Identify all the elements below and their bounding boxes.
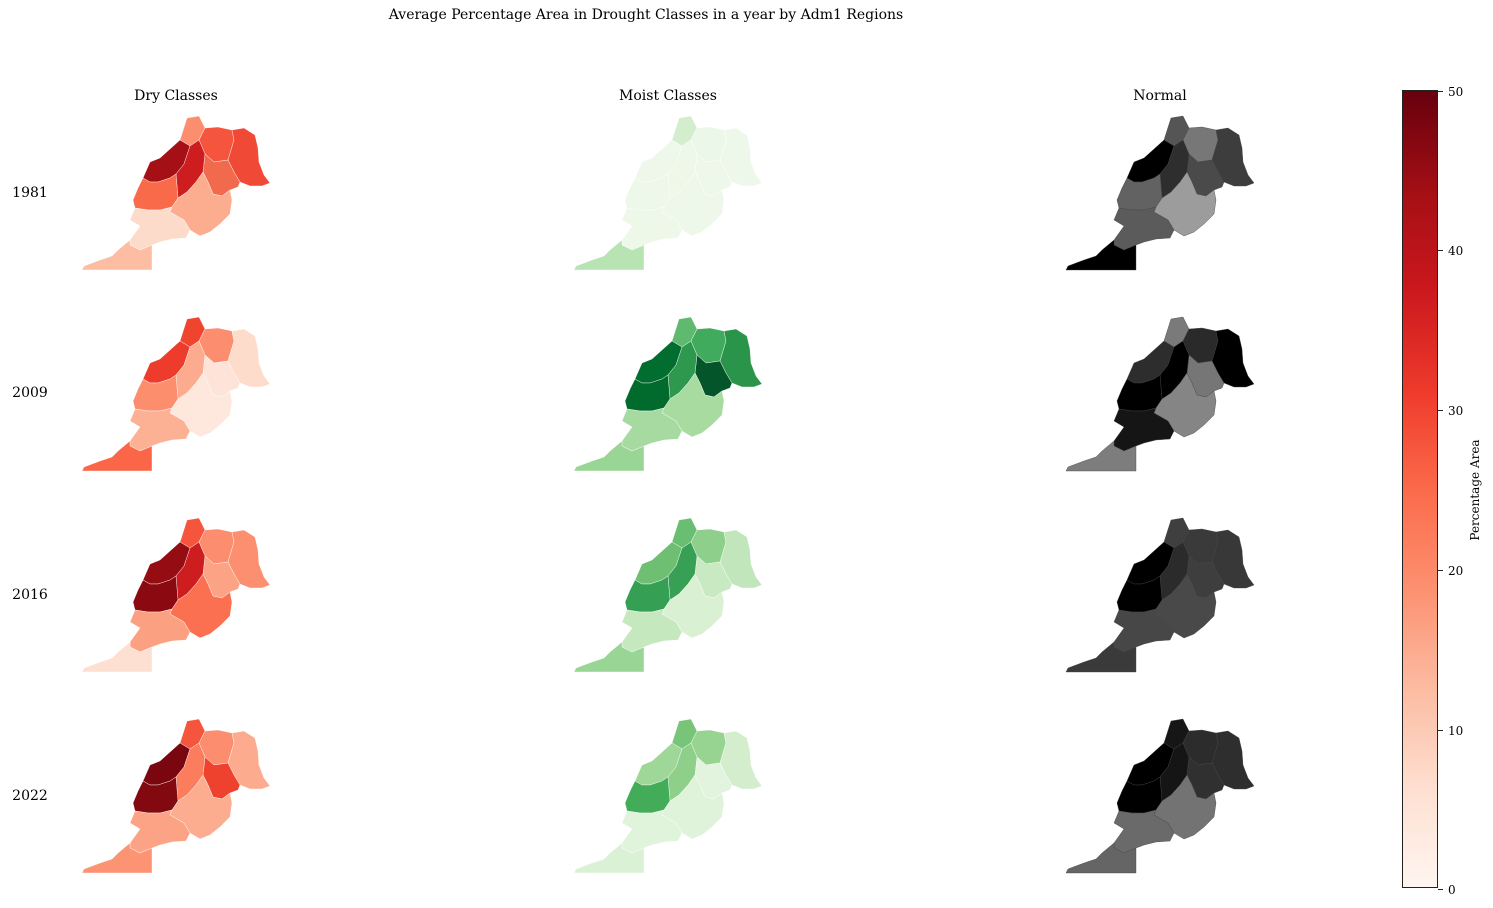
- figure-title: Average Percentage Area in Drought Class…: [388, 7, 904, 23]
- colorbar-tick-label: 30: [1448, 404, 1464, 418]
- column-title-dry: Dry Classes: [134, 88, 218, 104]
- row-label-1981: 1981: [12, 185, 48, 201]
- map-normal-2022: [1065, 718, 1255, 874]
- colorbar-tick-label: 40: [1448, 244, 1464, 258]
- map-normal-2009: [1065, 316, 1255, 472]
- map-dry-classes-2022: [81, 718, 271, 874]
- colorbar: [1402, 90, 1438, 888]
- colorbar-tick-label: 50: [1448, 85, 1464, 99]
- row-label-2016: 2016: [12, 587, 48, 603]
- map-dry-classes-1981: [81, 115, 271, 271]
- map-dry-classes-2016: [81, 517, 271, 673]
- colorbar-tick-label: 0: [1448, 883, 1456, 897]
- colorbar-tick-label: 20: [1448, 564, 1464, 578]
- column-title-moist: Moist Classes: [619, 88, 717, 104]
- map-normal-2016: [1065, 517, 1255, 673]
- map-dry-classes-2009: [81, 316, 271, 472]
- map-normal-1981: [1065, 115, 1255, 271]
- map-moist-classes-1981: [573, 115, 763, 271]
- row-label-2022: 2022: [12, 788, 48, 804]
- column-title-normal: Normal: [1133, 88, 1187, 104]
- colorbar-tick-label: 10: [1448, 724, 1464, 738]
- map-moist-classes-2009: [573, 316, 763, 472]
- row-label-2009: 2009: [12, 385, 48, 401]
- colorbar-label: Percentage Area: [1468, 439, 1482, 541]
- map-moist-classes-2022: [573, 718, 763, 874]
- map-moist-classes-2016: [573, 517, 763, 673]
